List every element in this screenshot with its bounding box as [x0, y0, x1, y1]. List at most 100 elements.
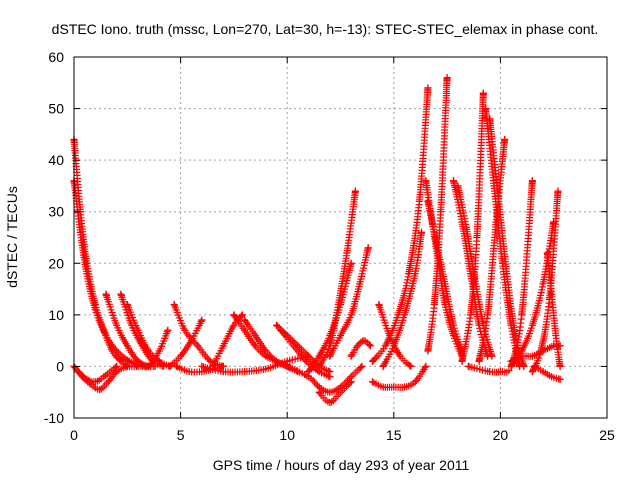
data-point [283, 362, 291, 370]
series-32 [458, 89, 487, 365]
data-point [407, 362, 415, 370]
data-point [262, 347, 270, 355]
data-point [302, 357, 310, 365]
data-point [74, 368, 82, 376]
data-point [449, 321, 457, 329]
data-point [375, 301, 383, 309]
data-point [145, 347, 153, 355]
x-tick-label: 15 [386, 427, 402, 443]
data-point [315, 352, 323, 360]
data-point [198, 362, 206, 370]
y-tick-label: 60 [48, 49, 64, 65]
data-point [552, 331, 560, 339]
data-point [172, 362, 180, 370]
data-point [164, 326, 172, 334]
data-point [113, 321, 121, 329]
data-point [462, 223, 470, 231]
data-point [194, 342, 202, 350]
data-point [347, 378, 355, 386]
data-point [418, 228, 426, 236]
data-point [104, 378, 112, 386]
data-point [337, 331, 344, 339]
series-21 [326, 244, 372, 360]
y-axis-label: dSTEC / TECUs [4, 186, 20, 288]
data-point [238, 311, 246, 319]
data-point [467, 311, 475, 319]
data-point [415, 197, 423, 205]
data-point [134, 326, 142, 334]
data-point [347, 352, 355, 360]
data-point [305, 352, 313, 360]
data-point [539, 368, 547, 376]
data-point [539, 347, 547, 355]
data-point [290, 342, 298, 350]
data-point [400, 311, 408, 319]
data-point [326, 388, 334, 396]
data-point [366, 342, 374, 350]
data-point [503, 270, 511, 278]
data-point [83, 375, 91, 383]
data-point [102, 331, 110, 339]
data-point [354, 342, 362, 350]
data-point [187, 337, 195, 345]
series-41 [543, 249, 564, 370]
data-point [102, 290, 110, 298]
data-point [411, 378, 419, 386]
data-point [364, 244, 372, 252]
axis-ticks: 0 5 10 15 20 25 -10 0 10 20 30 40 50 60 [44, 49, 615, 443]
x-axis-label: GPS time / hours of day 293 of year 2011 [213, 457, 470, 473]
data-point [443, 74, 451, 82]
series-22 [347, 337, 374, 360]
series-28 [424, 74, 451, 355]
data-point [251, 342, 259, 350]
y-tick-label: 0 [56, 358, 64, 374]
data-point [251, 331, 259, 339]
data-point [91, 306, 99, 314]
data-point [347, 311, 355, 319]
data-point [405, 270, 413, 278]
data-point [473, 234, 481, 241]
series-7 [134, 326, 172, 371]
data-point [531, 362, 539, 370]
data-point [486, 368, 494, 376]
y-tick-label: 10 [48, 307, 64, 323]
data-point [368, 357, 376, 365]
data-point [548, 373, 556, 381]
y-tick-label: -10 [44, 410, 64, 426]
data-point [422, 177, 430, 185]
data-point [83, 270, 91, 278]
data-point [554, 187, 562, 195]
data-point [113, 347, 121, 355]
data-point [230, 321, 238, 329]
data-point [430, 301, 438, 309]
series-35 [475, 136, 509, 365]
series-10 [166, 316, 206, 370]
data-point [113, 362, 121, 370]
data-point [91, 378, 99, 386]
data-point [358, 362, 366, 370]
data-point [501, 136, 509, 144]
data-point [123, 301, 131, 309]
data-point [326, 399, 334, 407]
y-tick-label: 30 [48, 204, 64, 220]
data-point [528, 177, 536, 185]
series-26 [368, 84, 432, 365]
data-point [437, 208, 445, 216]
data-point [219, 368, 227, 376]
y-tick-label: 20 [48, 255, 64, 271]
series-18 [315, 378, 355, 407]
data-point [484, 311, 492, 319]
data-point [368, 378, 376, 386]
y-tick-label: 50 [48, 101, 64, 117]
data-point [326, 373, 334, 381]
data-point [273, 321, 281, 329]
data-point [424, 84, 432, 92]
y-tick-label: 40 [48, 152, 64, 168]
x-tick-label: 20 [493, 427, 509, 443]
data-point [185, 368, 193, 376]
data-point [518, 311, 526, 319]
data-point [520, 362, 528, 370]
data-point [155, 357, 163, 365]
data-point [390, 342, 398, 350]
data-point [145, 362, 153, 370]
